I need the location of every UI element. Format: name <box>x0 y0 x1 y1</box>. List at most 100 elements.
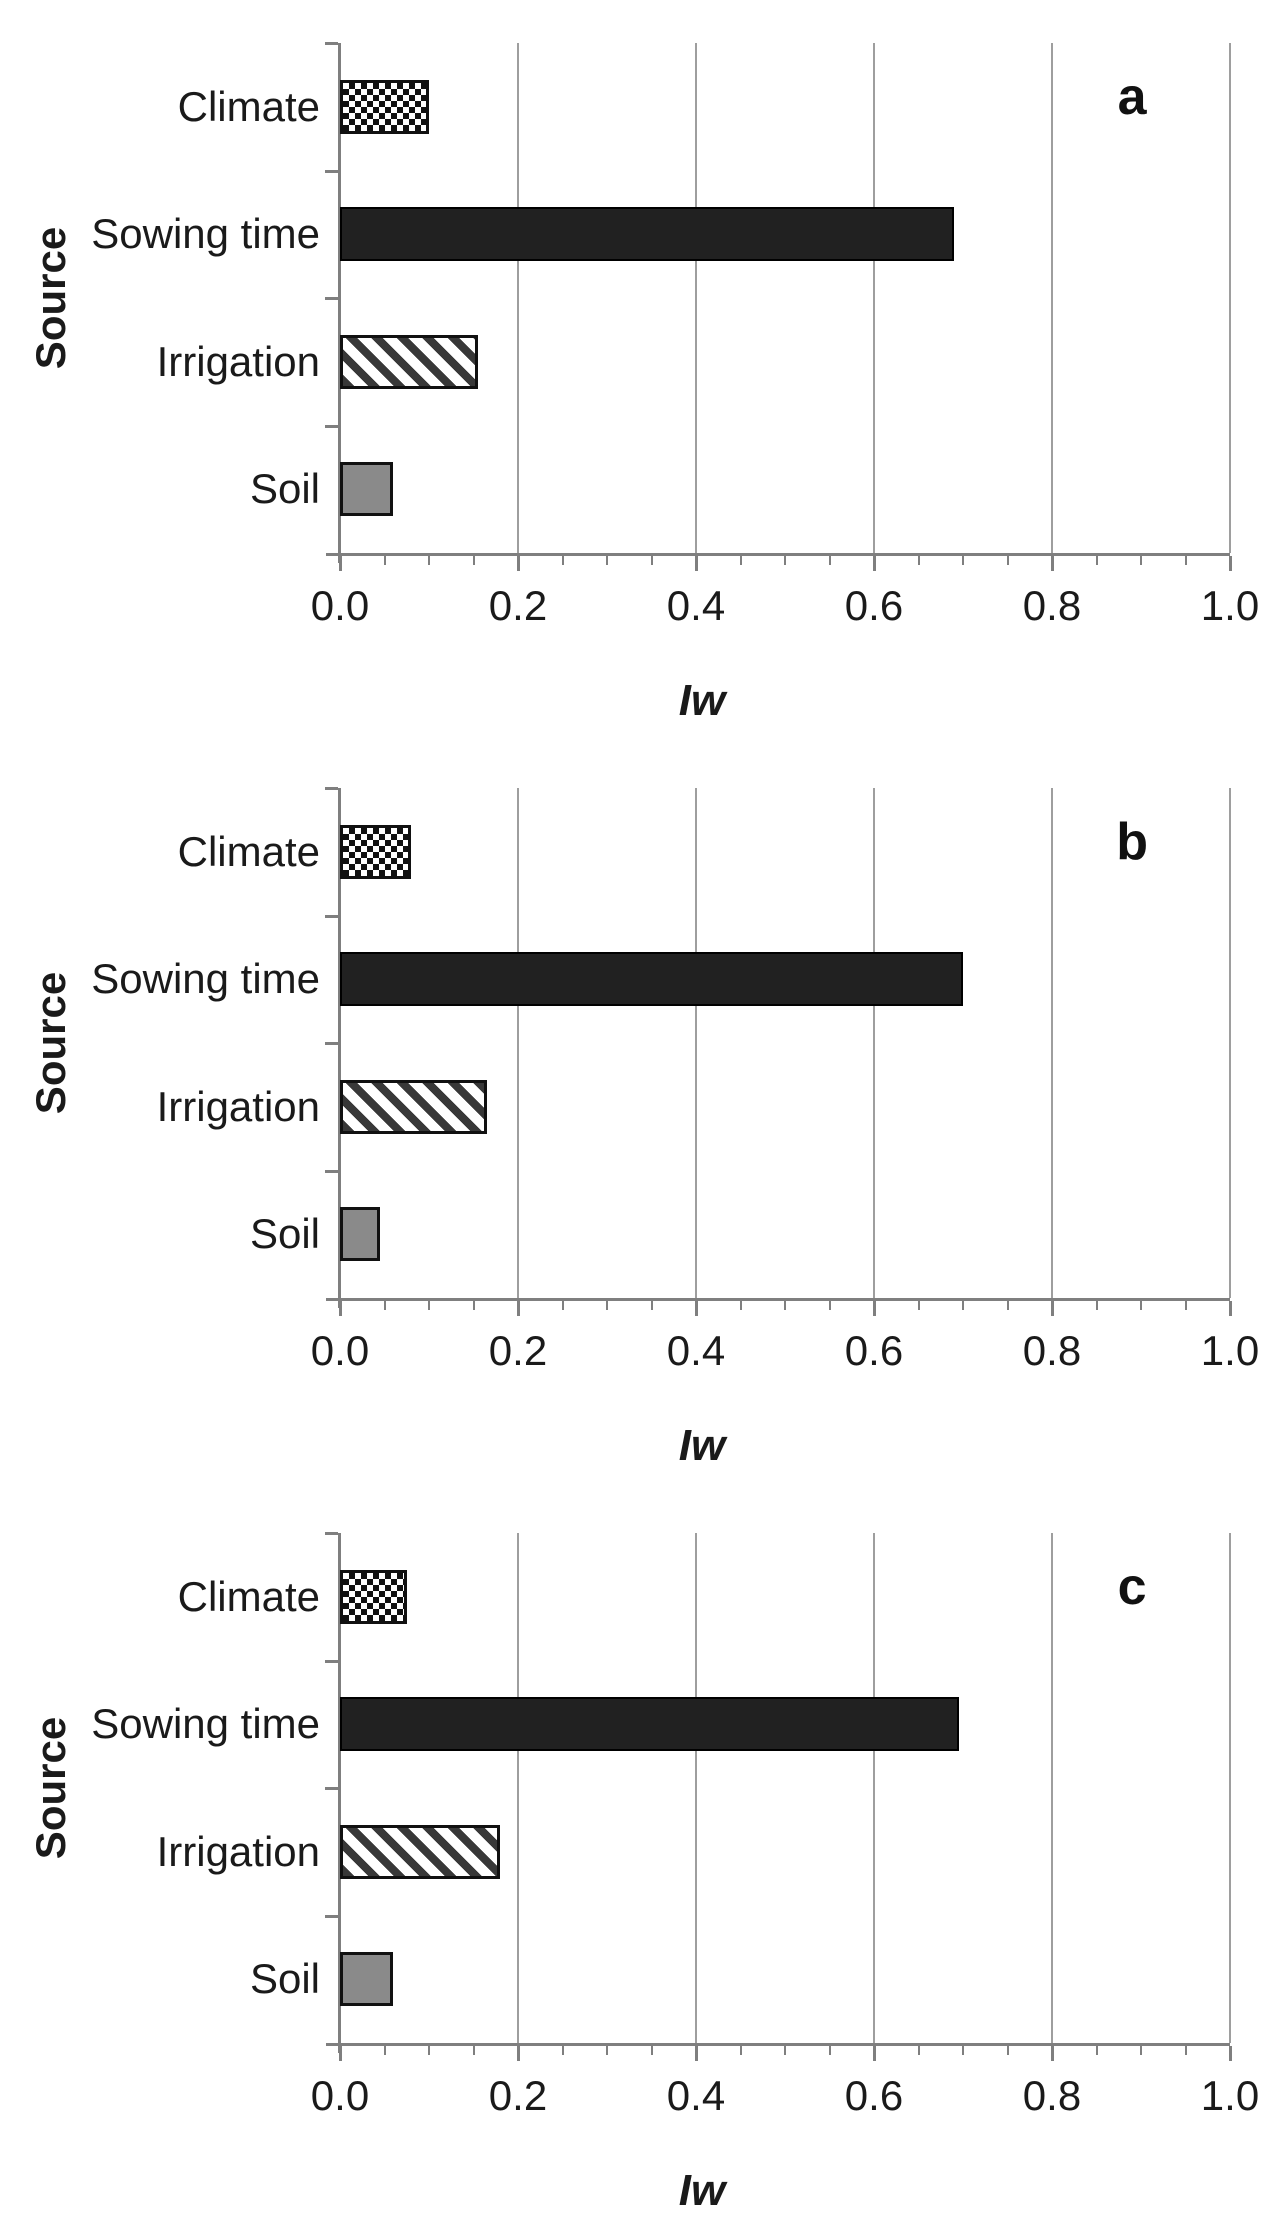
x-axis-minor-tick <box>962 2046 964 2055</box>
x-tick-labels: 0.0 0.2 0.4 0.6 0.8 1.0 <box>311 582 1259 634</box>
y-axis-tick <box>325 914 338 918</box>
x-axis-minor-tick <box>1140 556 1142 565</box>
x-axis-title: Iw <box>678 676 726 725</box>
x-axis-major-tick <box>1229 2046 1232 2061</box>
x-axis-minor-tick <box>428 2046 430 2055</box>
x-axis-major-tick <box>695 556 698 571</box>
y-axis-tick <box>325 1169 338 1173</box>
x-axis-minor-tick <box>917 2046 920 2055</box>
y-axis-line <box>338 1533 341 2053</box>
category-label-sowing-time: Sowing time <box>91 1700 320 1748</box>
x-tick-label: 0.8 <box>1022 2072 1082 2119</box>
x-axis-minor-tick <box>828 556 831 565</box>
x-axis-minor-tick <box>606 1301 608 1310</box>
panel-letter-c: c <box>1117 1558 1147 1616</box>
panel-letter-b: b <box>1116 813 1148 871</box>
x-axis-minor-tick <box>917 556 920 565</box>
x-axis-minor-tick <box>1006 556 1009 565</box>
gridline <box>1051 1533 1053 2043</box>
x-axis <box>326 1298 1232 1321</box>
x-axis-minor-tick <box>383 2046 386 2055</box>
x-axis-minor-tick <box>962 1301 964 1310</box>
gridline <box>1229 1533 1231 2043</box>
gridline <box>517 43 519 553</box>
gridline <box>517 788 519 1298</box>
bar-climate <box>340 824 412 879</box>
x-axis-major-tick <box>873 556 876 571</box>
chart-panel-c: Source Climate Sowing time Irrigation Soil c 0… <box>0 1490 1280 2235</box>
x-axis-minor-tick <box>784 556 786 565</box>
x-axis-major-tick <box>517 1301 520 1316</box>
x-axis-minor-tick <box>1095 2046 1098 2055</box>
chart-panel-b: Source Climate Sowing time Irrigation Soil b 0… <box>0 745 1280 1490</box>
x-axis-major-tick <box>695 2046 698 2061</box>
x-axis-title: Iw <box>678 2166 726 2215</box>
gridline <box>517 1533 519 2043</box>
plot-area: b <box>325 787 1231 1308</box>
x-axis-minor-tick <box>606 2046 608 2055</box>
bar-soil <box>340 1207 381 1262</box>
category-labels: Climate Sowing time Irrigation Soil <box>0 1533 320 2043</box>
bar-irrigation <box>340 334 478 389</box>
y-axis-line <box>338 43 341 563</box>
category-label-irrigation: Irrigation <box>156 1082 320 1130</box>
x-axis-minor-tick <box>1095 556 1098 565</box>
x-axis-major-tick <box>1229 1301 1232 1316</box>
x-axis-minor-tick <box>784 1301 786 1310</box>
y-axis-tick <box>325 297 338 300</box>
bar-sowing-time <box>340 952 963 1007</box>
x-tick-label: 0.6 <box>844 1327 904 1374</box>
x-axis-major-tick <box>339 1301 342 1316</box>
x-tick-label: 0.8 <box>1022 582 1082 629</box>
gridline <box>695 43 697 553</box>
gridline <box>1229 788 1231 1298</box>
x-axis-major-tick <box>517 556 520 571</box>
x-axis-minor-tick <box>1006 1301 1009 1310</box>
bar-sowing-time <box>340 207 955 262</box>
gridline <box>873 788 875 1298</box>
x-axis-minor-tick <box>472 556 475 565</box>
x-axis-major-tick <box>1051 556 1054 571</box>
x-axis-minor-tick <box>561 2046 564 2055</box>
x-tick-label: 0.2 <box>488 2072 548 2119</box>
y-axis-tick <box>325 1914 338 1918</box>
category-label-climate: Climate <box>177 82 320 130</box>
x-tick-label: 0.4 <box>666 1327 726 1374</box>
x-tick-label: 0.2 <box>488 1327 548 1374</box>
y-axis-tick <box>325 42 338 45</box>
bar-irrigation <box>340 1824 501 1879</box>
x-axis-minor-tick <box>561 1301 564 1310</box>
x-axis-major-tick <box>339 556 342 571</box>
x-tick-label: 0.6 <box>844 2072 904 2119</box>
gridline <box>873 43 875 553</box>
x-tick-label: 0.2 <box>488 582 548 629</box>
x-axis-major-tick <box>1051 1301 1054 1316</box>
y-axis-tick <box>325 1787 338 1790</box>
x-axis-minor-tick <box>917 1301 920 1310</box>
x-tick-labels: 0.0 0.2 0.4 0.6 0.8 1.0 <box>311 2072 1259 2124</box>
category-label-sowing-time: Sowing time <box>91 955 320 1003</box>
x-tick-label: 1.0 <box>1200 1327 1260 1374</box>
x-axis-major-tick <box>873 2046 876 2061</box>
chart-panel-a: Source Climate Sowing time Irrigation Soil a 0… <box>0 0 1280 745</box>
bar-climate <box>340 79 429 134</box>
bar-climate <box>340 1569 407 1624</box>
x-axis-minor-tick <box>739 2046 742 2055</box>
category-labels: Climate Sowing time Irrigation Soil <box>0 43 320 553</box>
x-tick-label: 0.4 <box>666 2072 726 2119</box>
x-axis-minor-tick <box>428 556 430 565</box>
x-axis <box>326 553 1232 576</box>
x-axis-minor-tick <box>428 1301 430 1310</box>
category-label-soil: Soil <box>249 1955 320 2003</box>
gridline <box>695 1533 697 2043</box>
gridline <box>695 788 697 1298</box>
y-axis-line <box>338 788 341 1308</box>
panel-letter-a: a <box>1117 68 1147 126</box>
bar-irrigation <box>340 1079 487 1134</box>
x-axis-minor-tick <box>1184 556 1187 565</box>
x-axis-major-tick <box>339 2046 342 2061</box>
category-label-climate: Climate <box>177 827 320 875</box>
category-label-soil: Soil <box>249 1210 320 1258</box>
y-axis-tick <box>325 424 338 428</box>
